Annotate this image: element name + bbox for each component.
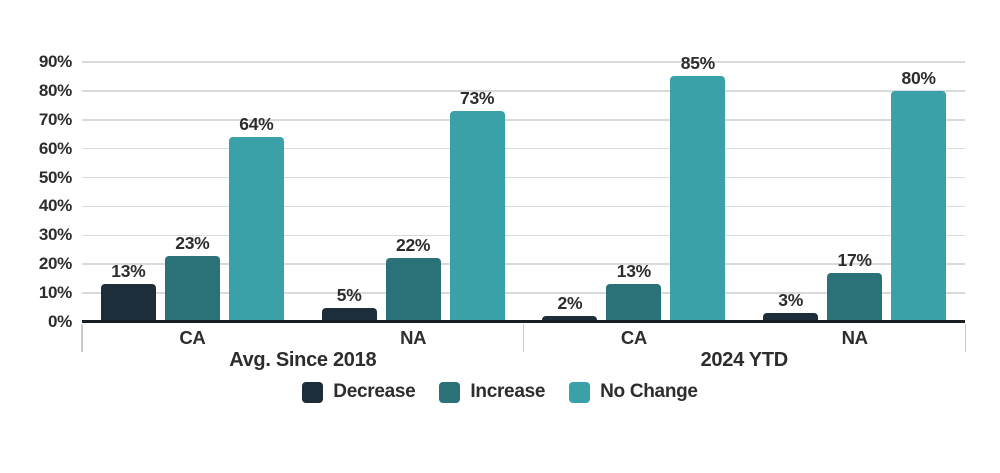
- plot-area: 13% 23% 64% 5% 22% 73% 2% 13% 85% 3% 17% 80%: [81, 45, 966, 352]
- bar-increase: 23%: [164, 233, 220, 322]
- axis-tick-right: [964, 324, 966, 352]
- gridline-10: [82, 292, 965, 294]
- legend-item-decrease: Decrease: [302, 381, 416, 403]
- axis-tick-group-divider: [522, 324, 524, 352]
- bar-value-label: 13%: [616, 261, 651, 282]
- bar-value-label: 22%: [396, 235, 431, 256]
- y-axis-tick-label: 80%: [38, 80, 72, 100]
- y-axis-tick-label: 0%: [48, 312, 72, 331]
- legend-item-increase: Increase: [439, 381, 545, 403]
- category-label: CA: [179, 327, 206, 348]
- gridline-70: [82, 119, 965, 121]
- group-label-2024-ytd: 2024 YTD: [700, 349, 789, 371]
- y-axis-tick-label: 90%: [38, 52, 72, 71]
- bar-decrease: 2%: [542, 293, 598, 322]
- gridline-80: [82, 90, 965, 92]
- bar-decrease: 5%: [321, 285, 377, 322]
- y-axis-tick-label: 20%: [38, 254, 72, 274]
- category-label: NA: [841, 327, 868, 348]
- gridline-20: [82, 263, 965, 265]
- y-axis-tick-label: 60%: [38, 138, 72, 158]
- x-axis-line: [82, 320, 965, 323]
- bar-cluster-ca: 13% 23% 64%: [82, 45, 303, 322]
- bar-value-label: 73%: [460, 88, 495, 109]
- bar-no-change: 73%: [449, 88, 505, 322]
- bar-decrease: 13%: [100, 261, 156, 322]
- legend-swatch-increase: [439, 381, 461, 403]
- bar-cluster-na: 3% 17% 80%: [744, 45, 965, 322]
- y-axis-labels: 0% 10% 20% 30% 40% 50% 60% 70% 80% 90%: [0, 45, 72, 331]
- bar-cluster-ca: 2% 13% 85%: [524, 45, 745, 322]
- bar-increase: 17%: [827, 250, 883, 322]
- legend-item-no-change: No Change: [569, 381, 698, 403]
- y-axis-tick-label: 30%: [38, 225, 72, 245]
- gridline-60: [82, 147, 965, 150]
- bar-value-label: 2%: [557, 293, 583, 314]
- axis-tick-left: [81, 324, 83, 352]
- y-axis-tick-label: 40%: [38, 196, 72, 216]
- bars-container: 13% 23% 64% 5% 22% 73% 2% 13% 85% 3% 17% 80%: [82, 45, 965, 322]
- bar-value-label: 85%: [680, 53, 715, 74]
- bar-value-label: 64%: [239, 114, 274, 135]
- legend-label-no-change: No Change: [600, 381, 698, 402]
- legend-label-decrease: Decrease: [333, 381, 416, 402]
- bar-value-label: 5%: [336, 284, 362, 305]
- bar-value-label: 3%: [778, 290, 803, 311]
- bar-increase: 13%: [606, 261, 662, 322]
- gridline-50: [82, 176, 965, 179]
- gridline-30: [82, 234, 965, 237]
- y-axis-tick-label: 70%: [38, 109, 72, 129]
- bar-cluster-na: 5% 22% 73%: [303, 45, 524, 322]
- group-label-avg-since-2018: Avg. Since 2018: [229, 349, 377, 371]
- gridline-90: [82, 61, 965, 63]
- bar-increase: 22%: [385, 235, 441, 322]
- legend-label-increase: Increase: [470, 381, 546, 402]
- gridline-40: [82, 205, 965, 208]
- group-axis: Avg. Since 2018 2024 YTD: [82, 349, 965, 372]
- bar-value-label: 17%: [837, 249, 872, 270]
- bar-value-label: 13%: [111, 261, 146, 282]
- legend: Decrease Increase No Change: [0, 381, 1000, 403]
- legend-swatch-decrease: [302, 381, 324, 403]
- bar-no-change: 80%: [891, 68, 947, 322]
- category-label: NA: [400, 327, 427, 348]
- bar-value-label: 23%: [175, 232, 210, 253]
- category-label: CA: [620, 327, 647, 348]
- bar-decrease: 3%: [763, 290, 819, 322]
- legend-swatch-no-change: [569, 381, 591, 403]
- bar-value-label: 80%: [901, 67, 936, 88]
- bar-no-change: 85%: [670, 53, 726, 322]
- bar-no-change: 64%: [228, 114, 284, 322]
- y-axis-tick-label: 50%: [38, 167, 72, 187]
- y-axis-tick-label: 10%: [38, 283, 72, 303]
- category-axis: CA NA CA NA: [82, 327, 965, 349]
